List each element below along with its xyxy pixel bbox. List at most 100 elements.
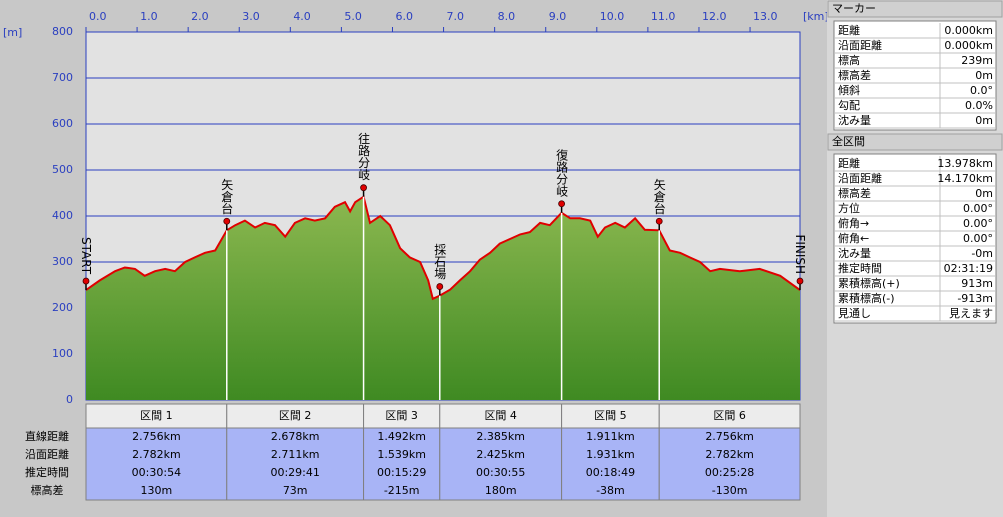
section-body — [561, 427, 660, 501]
x-tick-label: 6.0 — [395, 10, 413, 23]
panel-box — [833, 20, 997, 131]
panel-label: 推定時間 — [838, 261, 882, 275]
row-label: 標高差 — [31, 483, 64, 497]
panel-value: 13.978km — [937, 157, 993, 170]
section-cell: 1.539km — [377, 448, 426, 461]
y-tick-label: 0 — [66, 393, 73, 406]
waypoint-label: 復路分岐 — [555, 147, 569, 196]
section-cell: 2.711km — [271, 448, 320, 461]
section-name: 区間 6 — [713, 409, 746, 422]
waypoint-label: START — [79, 237, 93, 275]
section-cell: 2.782km — [705, 448, 754, 461]
panel-label: 沿面距離 — [838, 171, 882, 185]
panel-header — [827, 133, 1003, 151]
panel-value: 0m — [975, 69, 993, 82]
panel-value: 0.000km — [944, 24, 993, 37]
waypoint-marker — [558, 200, 566, 208]
section-cell: 2.678km — [271, 430, 320, 443]
panel-value: 913m — [961, 277, 993, 290]
panel-label: 沿面距離 — [838, 38, 882, 52]
panel-value: 見えます — [949, 307, 993, 320]
panel-title: マーカー — [832, 2, 876, 15]
panel-value: 0.0% — [965, 99, 993, 112]
section-cell: 1.931km — [586, 448, 635, 461]
x-tick-label: 0.0 — [89, 10, 107, 23]
panel-label: 見通し — [838, 307, 871, 320]
panel-value: -0m — [971, 247, 993, 260]
section-cell: -38m — [596, 484, 625, 497]
x-tick-label: 10.0 — [600, 10, 625, 23]
x-tick-label: 4.0 — [293, 10, 311, 23]
waypoint-marker — [436, 283, 444, 290]
row-label: 推定時間 — [25, 465, 69, 479]
section-name: 区間 3 — [385, 409, 418, 422]
panel-label: 標高 — [838, 53, 860, 67]
row-label: 沿面距離 — [25, 447, 69, 461]
panel-value: 0.00° — [963, 202, 993, 215]
section-body — [363, 427, 441, 501]
y-axis-label: [m] — [3, 26, 22, 39]
waypoint-label: 矢倉台 — [220, 178, 234, 214]
row-label: 直線距離 — [25, 429, 69, 443]
section-cell: 1.492km — [377, 430, 426, 443]
y-tick-label: 200 — [52, 301, 73, 314]
panel-label: 沈み量 — [838, 246, 871, 260]
x-tick-label: 11.0 — [651, 10, 676, 23]
panel-label: 沈み量 — [838, 113, 871, 127]
panel-label: 方位 — [838, 201, 860, 215]
section-cell: 73m — [283, 484, 308, 497]
waypoint-marker — [223, 217, 231, 225]
panel-label: 距離 — [838, 156, 860, 170]
panel-label: 勾配 — [838, 99, 860, 112]
section-cell: 2.782km — [132, 448, 181, 461]
section-cell: 2.756km — [705, 430, 754, 443]
panel-value: 0m — [975, 114, 993, 127]
panel-box — [833, 153, 997, 324]
panel-label: 標高差 — [838, 68, 871, 82]
panel-title: 全区間 — [832, 134, 865, 148]
section-name: 区間 2 — [279, 409, 312, 422]
section-name: 区間 5 — [594, 409, 627, 422]
waypoint-marker — [655, 217, 663, 225]
section-cell: 00:15:29 — [377, 466, 426, 479]
waypoint-marker — [82, 277, 90, 285]
section-header-cell — [561, 403, 660, 429]
panel-value: 14.170km — [937, 172, 993, 185]
panel-label: 距離 — [838, 23, 860, 37]
waypoint-marker — [360, 184, 367, 192]
section-cell: 2.756km — [132, 430, 181, 443]
section-cell: 00:30:54 — [132, 466, 181, 479]
section-body — [226, 427, 365, 501]
section-cell: 180m — [485, 484, 517, 497]
x-tick-label: 13.0 — [753, 10, 778, 23]
section-cell: 00:25:28 — [705, 466, 754, 479]
panel-label: 累積標高(+) — [838, 276, 900, 290]
x-tick-label: 3.0 — [242, 10, 260, 23]
section-cell: 1.911km — [586, 430, 635, 443]
panel-value: 239m — [961, 54, 993, 67]
x-axis-label: [km] — [803, 10, 829, 23]
x-tick-label: 5.0 — [344, 10, 362, 23]
section-cell: 00:30:55 — [476, 466, 525, 479]
x-tick-label: 9.0 — [549, 10, 567, 23]
x-tick-label: 8.0 — [498, 10, 516, 23]
panel-value: -913m — [957, 292, 993, 305]
x-tick-label: 12.0 — [702, 10, 727, 23]
waypoint-label: FINISH — [793, 234, 807, 274]
panel-value: 0.000km — [944, 39, 993, 52]
panel-value: 02:31:19 — [944, 262, 993, 275]
panel-label: 俯角← — [838, 231, 869, 245]
panel-label: 累積標高(-) — [838, 291, 895, 305]
panel-value: 0.00° — [963, 232, 993, 245]
elevation-area — [86, 196, 800, 400]
waypoint-label: 採石場 — [433, 243, 447, 280]
waypoint-marker — [796, 277, 804, 285]
x-tick-label: 1.0 — [140, 10, 158, 23]
section-name: 区間 4 — [484, 409, 517, 422]
y-tick-label: 300 — [52, 255, 73, 268]
x-tick-label: 2.0 — [191, 10, 209, 23]
panel-value: 0.00° — [963, 217, 993, 230]
y-tick-label: 600 — [52, 117, 73, 130]
